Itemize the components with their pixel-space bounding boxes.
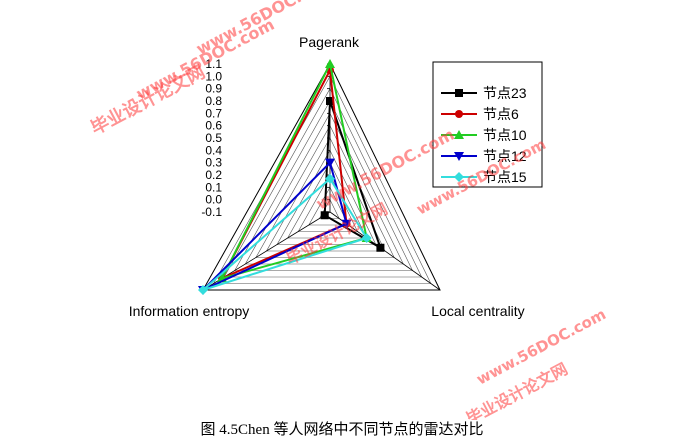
legend-item: 节点10	[441, 127, 527, 143]
marker-triangle-down	[325, 158, 335, 168]
series-line	[220, 61, 368, 280]
marker-square	[320, 211, 329, 220]
legend-box	[432, 61, 543, 188]
tick-label: 0.1	[205, 180, 222, 194]
marker-square	[326, 97, 334, 105]
legend-label: 节点6	[483, 106, 519, 122]
radar-grid	[202, 62, 441, 291]
marker-square	[376, 243, 385, 252]
grid-ring	[223, 88, 423, 278]
grid-ring	[276, 149, 377, 245]
grid-ring	[202, 63, 441, 291]
tick-label: 0.8	[205, 94, 222, 108]
tick-label: 1.0	[205, 69, 222, 83]
marker-diamond	[361, 233, 372, 243]
marker-triangle-up	[454, 130, 464, 139]
marker-diamond	[198, 285, 208, 295]
marker-triangle-down	[341, 219, 352, 229]
marker-diamond	[325, 173, 335, 184]
legend-label: 节点23	[483, 85, 527, 101]
tick-label: 1.1	[205, 57, 222, 71]
marker-square	[455, 89, 463, 97]
series-line	[219, 66, 348, 281]
series-line	[202, 177, 369, 291]
tick-label: 0.0	[205, 193, 222, 207]
legend-item: 节点12	[441, 148, 527, 164]
legend: 节点23 节点6 节点10 节点12 节点15	[432, 61, 543, 188]
grid-ring	[287, 162, 368, 239]
figure-caption: 图 4.5Chen 等人网络中不同节点的雷达对比	[200, 422, 484, 438]
tick-label: -0.1	[201, 205, 222, 219]
marker-circle	[455, 110, 463, 118]
radar-chart: -0.10.00.10.20.30.40.50.60.70.80.91.01.1…	[87, 0, 609, 420]
tick-label: 0.5	[205, 131, 222, 145]
legend-item: 节点15	[441, 169, 527, 185]
tick-label: 0.7	[205, 106, 222, 120]
series-1	[320, 97, 385, 252]
tick-label: 0.6	[205, 119, 222, 133]
tick-label: 0.2	[205, 168, 222, 182]
marker-diamond	[454, 172, 464, 182]
series-5	[198, 173, 372, 295]
legend-item: 节点23	[441, 85, 527, 101]
radial-tick-labels: -0.10.00.10.20.30.40.50.60.70.80.91.01.1	[201, 57, 330, 219]
radar-axes	[202, 64, 441, 291]
legend-label: 节点15	[483, 169, 527, 185]
axis-label-local-centrality: Local centrality	[431, 303, 524, 319]
tick-label: 0.3	[205, 156, 222, 170]
marker-triangle-down	[454, 152, 464, 161]
grid-ring	[308, 186, 349, 226]
axis-label-pagerank: Pagerank	[299, 34, 360, 50]
axis-label-information-entropy: Information entropy	[129, 303, 250, 319]
legend-label: 节点12	[483, 148, 527, 164]
grid-outer	[202, 62, 441, 291]
radar-series	[198, 59, 385, 295]
series-line	[323, 100, 383, 250]
tick-label: 0.4	[205, 143, 222, 157]
marker-triangle-up	[325, 59, 335, 68]
tick-label: 0.9	[205, 82, 222, 96]
grid-ring	[234, 100, 413, 271]
legend-label: 节点10	[483, 127, 527, 143]
legend-item: 节点6	[441, 106, 519, 122]
grid-ring	[244, 112, 404, 265]
